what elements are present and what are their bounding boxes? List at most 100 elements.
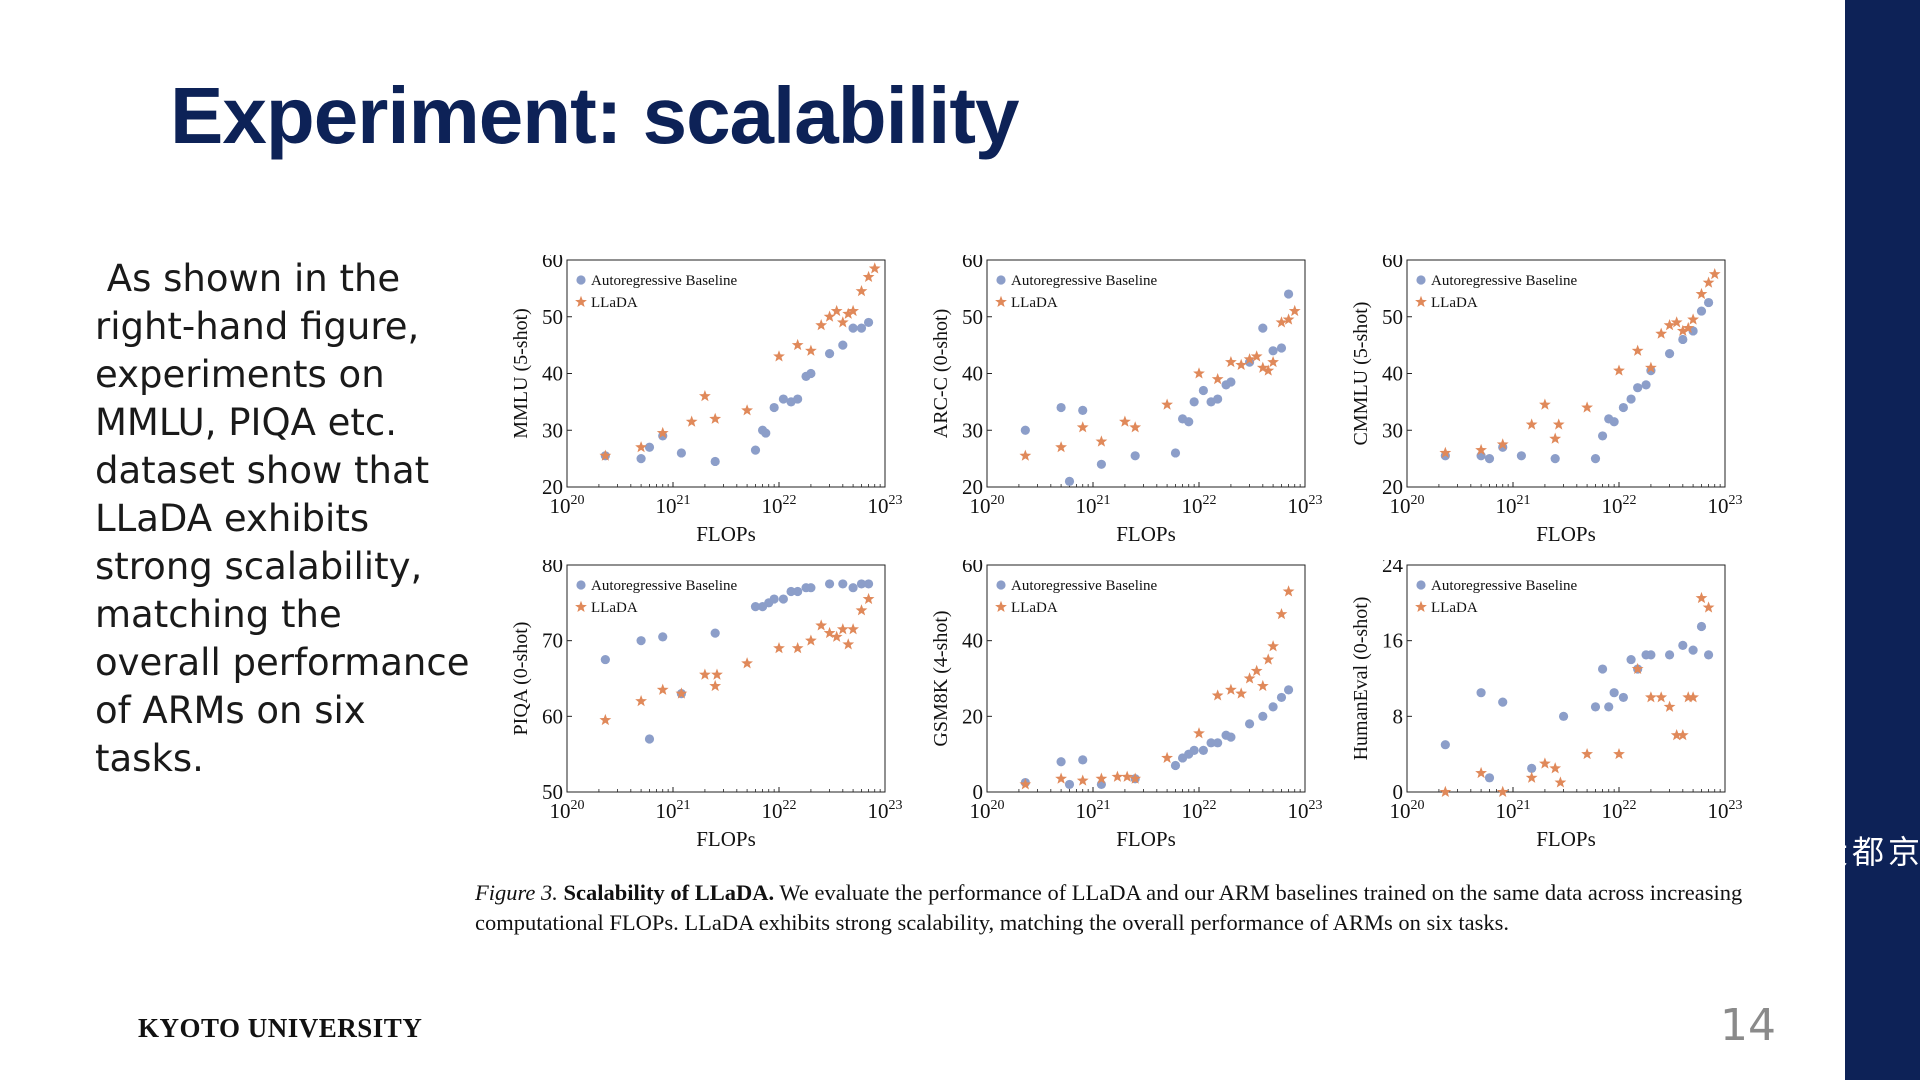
- llada-point: [1676, 324, 1689, 336]
- arm-point: [1276, 343, 1287, 353]
- arm-point: [1609, 417, 1619, 427]
- llada-point: [709, 679, 722, 692]
- y-tick-label: 20: [542, 475, 563, 499]
- arm-point: [1198, 385, 1208, 396]
- y-tick-label: 40: [962, 629, 983, 653]
- llada-point: [1076, 774, 1089, 786]
- y-axis-label: ARC-C (0-shot): [930, 309, 952, 438]
- llada-point: [1581, 747, 1593, 760]
- llada-point: [1613, 364, 1625, 376]
- llada-point: [1645, 361, 1657, 373]
- arm-point: [1440, 740, 1450, 750]
- llada-point: [1663, 700, 1676, 712]
- x-tick-label: 1020: [1390, 493, 1425, 518]
- arm-point: [838, 579, 848, 589]
- arm-point: [1703, 297, 1714, 308]
- sidebar-logo-char: 学: [1775, 835, 1813, 867]
- y-tick-label: 30: [1382, 418, 1403, 442]
- x-tick-label: 1021: [1076, 493, 1111, 518]
- y-axis-label: GSM8K (4-shot): [930, 610, 952, 746]
- arm-point: [1626, 654, 1636, 665]
- x-tick-label: 1022: [1602, 798, 1637, 823]
- figure-caption: Figure 3. Scalability of LLaDA. We evalu…: [475, 878, 1815, 938]
- x-tick-label: 1020: [550, 798, 585, 823]
- sidebar-logo: 京 都 大 学: [1775, 835, 1920, 867]
- y-tick-label: 70: [542, 629, 563, 653]
- y-tick-label: 60: [1382, 255, 1403, 272]
- x-axis-label: FLOPs: [696, 522, 756, 546]
- arm-point: [824, 349, 835, 359]
- llada-point: [1129, 421, 1142, 433]
- llada-point: [1275, 607, 1288, 620]
- llada-point: [836, 623, 849, 635]
- llada-point: [1225, 355, 1237, 368]
- arm-point: [636, 454, 646, 464]
- llada-point: [1695, 591, 1708, 604]
- llada-point: [862, 592, 875, 605]
- y-tick-label: 80: [542, 560, 563, 577]
- llada-point: [815, 319, 828, 331]
- llada-point: [1267, 355, 1279, 368]
- arm-point: [1678, 640, 1688, 650]
- llada-point: [1161, 398, 1173, 410]
- arm-point: [1064, 476, 1075, 486]
- legend-label: LLaDA: [591, 600, 638, 616]
- llada-point: [855, 285, 868, 297]
- arm-point: [1703, 650, 1714, 660]
- llada-point: [847, 623, 859, 635]
- llada-point: [599, 713, 612, 726]
- x-tick-label: 1023: [868, 493, 903, 518]
- caption-figure-label: Figure 3.: [475, 880, 558, 905]
- llada-point: [1243, 353, 1256, 365]
- llada-point: [1019, 778, 1032, 790]
- arm-point: [1078, 755, 1088, 765]
- llada-point: [1055, 772, 1067, 784]
- arm-point: [863, 579, 874, 589]
- arm-point: [1198, 745, 1208, 755]
- y-tick-label: 60: [542, 255, 563, 272]
- llada-point: [1262, 653, 1275, 665]
- arm-point: [1484, 773, 1495, 783]
- arm-point: [1258, 323, 1268, 333]
- arm-point: [1618, 692, 1628, 703]
- y-tick-label: 50: [1382, 305, 1403, 329]
- llada-point: [773, 350, 785, 362]
- y-tick-label: 40: [1382, 362, 1403, 386]
- x-tick-label: 1022: [1602, 493, 1637, 518]
- plot-frame: [1406, 564, 1726, 793]
- llada-point: [1549, 762, 1562, 774]
- arm-point: [824, 579, 835, 589]
- arm-point: [1498, 697, 1508, 707]
- arm-point: [1696, 621, 1707, 632]
- llada-point: [1655, 691, 1668, 703]
- y-axis-label: CMMLU (5-shot): [1350, 302, 1372, 446]
- arm-point: [710, 628, 720, 638]
- arm-point: [710, 456, 720, 467]
- llada-point: [1055, 441, 1067, 453]
- arm-point: [806, 583, 816, 593]
- llada-point: [1552, 418, 1565, 430]
- llada-point: [635, 695, 647, 707]
- llada-point: [1129, 772, 1142, 784]
- legend-arm-marker: [576, 580, 586, 590]
- y-axis-label: MMLU (5-shot): [510, 308, 532, 439]
- arm-point: [600, 654, 610, 665]
- y-tick-label: 40: [962, 362, 983, 386]
- arm-point: [1664, 650, 1675, 660]
- scatter-plot-svg: 20 30 40 50 60 1020 1021 1022 1023 FLOPs MMLU (5-s…: [510, 255, 903, 546]
- arm-point: [848, 323, 858, 333]
- arm-point: [644, 734, 655, 744]
- llada-point: [675, 687, 688, 699]
- y-tick-label: 20: [962, 704, 983, 728]
- x-tick-label: 1022: [1182, 798, 1217, 823]
- sidebar-logo-char: 都: [1847, 835, 1885, 867]
- y-axis-label: HumanEval (0-shot): [1350, 597, 1372, 761]
- kyoto-university-logo: KYOTO UNIVERSITY: [138, 1013, 423, 1043]
- legend: Autoregressive Baseline LLaDA: [1415, 273, 1578, 311]
- arm-point: [676, 448, 686, 458]
- arm-point: [1609, 688, 1619, 698]
- llada-point: [791, 338, 804, 351]
- mmlu-plot: 20 30 40 50 60 1020 1021 1022 1023 FLOPs MMLU (5-s…: [505, 255, 905, 555]
- arm-point: [1550, 454, 1560, 464]
- llada-point: [685, 415, 698, 427]
